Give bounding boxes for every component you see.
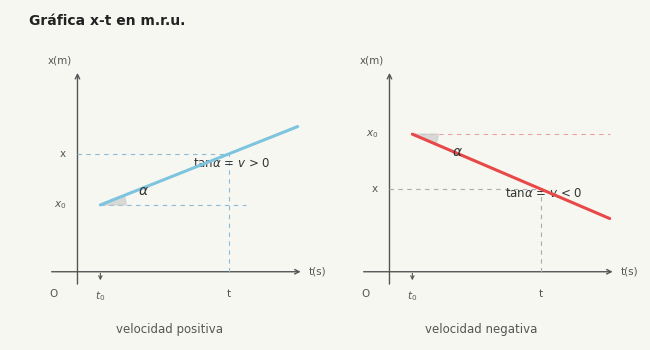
Text: velocidad negativa: velocidad negativa <box>425 323 537 336</box>
Wedge shape <box>412 134 438 144</box>
Text: velocidad positiva: velocidad positiva <box>116 323 222 336</box>
Text: tan$\alpha$ = $v$ > 0: tan$\alpha$ = $v$ > 0 <box>193 157 270 170</box>
Text: $\alpha$: $\alpha$ <box>138 184 148 198</box>
Text: x: x <box>60 149 66 159</box>
Text: $t_0$: $t_0$ <box>408 289 417 303</box>
Text: t(s): t(s) <box>309 267 327 277</box>
Text: x(m): x(m) <box>47 55 72 65</box>
Text: tan$\alpha$ = $v$ < 0: tan$\alpha$ = $v$ < 0 <box>505 187 582 200</box>
Text: t(s): t(s) <box>621 267 639 277</box>
Text: x(m): x(m) <box>359 55 384 65</box>
Text: $x_0$: $x_0$ <box>365 128 378 140</box>
Wedge shape <box>100 196 126 205</box>
Text: O: O <box>49 289 57 299</box>
Text: $x_0$: $x_0$ <box>53 199 66 211</box>
Text: t: t <box>539 289 543 299</box>
Text: O: O <box>361 289 369 299</box>
Text: $t_0$: $t_0$ <box>96 289 105 303</box>
Text: x: x <box>372 184 378 194</box>
Text: Gráfica x-t en m.r.u.: Gráfica x-t en m.r.u. <box>29 14 186 28</box>
Text: $\alpha$: $\alpha$ <box>452 145 463 159</box>
Text: t: t <box>227 289 231 299</box>
